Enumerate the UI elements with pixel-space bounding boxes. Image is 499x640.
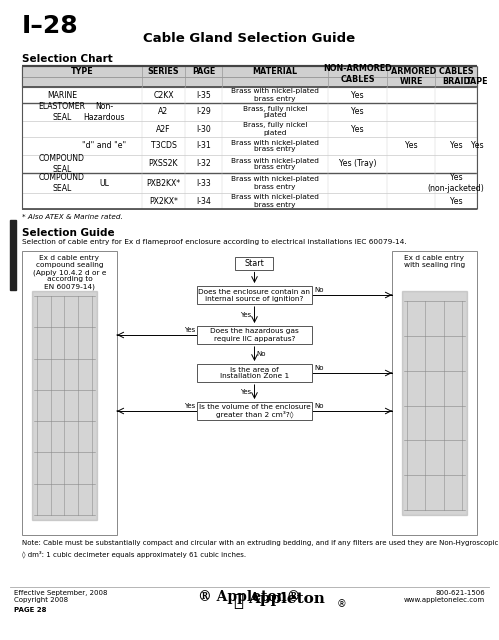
Text: PXSS2K: PXSS2K	[149, 159, 178, 168]
Text: ARMORED CABLES: ARMORED CABLES	[391, 67, 474, 76]
Text: Yes (Tray): Yes (Tray)	[339, 159, 376, 168]
Text: TAPE: TAPE	[466, 77, 488, 86]
Text: Does the enclosure contain an
internal source of ignition?: Does the enclosure contain an internal s…	[199, 289, 310, 301]
Text: Selection Guide: Selection Guide	[22, 228, 115, 238]
Text: Does the hazardous gas
require IIC apparatus?: Does the hazardous gas require IIC appar…	[210, 328, 299, 342]
Text: MARINE: MARINE	[47, 90, 77, 99]
Text: Yes: Yes	[471, 141, 484, 150]
Text: I-29: I-29	[196, 108, 211, 116]
Text: Is the area of
Installation Zone 1: Is the area of Installation Zone 1	[220, 367, 289, 380]
Text: PAGE: PAGE	[192, 67, 215, 76]
Text: "d" and "e": "d" and "e"	[82, 141, 126, 150]
Text: COMPOUND
SEAL: COMPOUND SEAL	[39, 154, 85, 173]
Text: 800-621-1506
www.appletonelec.com: 800-621-1506 www.appletonelec.com	[404, 590, 485, 603]
Text: Yes: Yes	[450, 196, 462, 205]
Text: ®: ®	[337, 599, 347, 609]
Text: I–28: I–28	[22, 14, 79, 38]
Bar	[22, 251, 117, 535]
Text: I-34: I-34	[196, 196, 211, 205]
Text: WIRE: WIRE	[399, 77, 423, 86]
Bar	[32, 291, 97, 520]
Text: A2F: A2F	[156, 125, 171, 134]
Text: Cable Gland Selection Guide: Cable Gland Selection Guide	[143, 32, 355, 45]
Text: Yes: Yes	[240, 389, 251, 395]
Text: Ex d cable entry
with sealing ring: Ex d cable entry with sealing ring	[404, 255, 465, 268]
Text: Brass with nickel-plated
brass entry: Brass with nickel-plated brass entry	[231, 195, 319, 207]
Text: No: No	[314, 287, 323, 293]
Bar	[197, 402, 312, 420]
Text: Ⓐ: Ⓐ	[233, 592, 243, 610]
Text: ELASTOMER
SEAL: ELASTOMER SEAL	[38, 102, 85, 122]
Text: PAGE 28: PAGE 28	[14, 607, 46, 613]
Text: No: No	[314, 365, 323, 371]
Text: Yes: Yes	[405, 141, 417, 150]
Bar	[10, 220, 16, 290]
Text: C2KX: C2KX	[153, 90, 174, 99]
Text: Yes: Yes	[184, 403, 195, 409]
Text: PXB2KX*: PXB2KX*	[146, 179, 181, 188]
Text: Appleton: Appleton	[248, 592, 325, 606]
Text: NON-ARMORED
CABLES: NON-ARMORED CABLES	[323, 64, 392, 84]
Text: I-31: I-31	[196, 141, 211, 150]
Text: Brass with nickel-plated
brass entry: Brass with nickel-plated brass entry	[231, 140, 319, 152]
Text: I-32: I-32	[196, 159, 211, 168]
Text: Yes: Yes	[351, 108, 364, 116]
Text: No: No	[314, 403, 323, 409]
Text: Ex d cable entry
compound sealing
(Apply 10.4.2 d or e
according to
EN 60079-14): Ex d cable entry compound sealing (Apply…	[33, 255, 106, 290]
Text: Selection Chart: Selection Chart	[22, 54, 113, 64]
Text: Brass with nickel-plated
brass entry: Brass with nickel-plated brass entry	[231, 88, 319, 102]
Text: TYPE: TYPE	[71, 67, 93, 76]
Text: Brass, fully nickel
plated: Brass, fully nickel plated	[243, 106, 307, 118]
Text: * Also ATEX & Marine rated.: * Also ATEX & Marine rated.	[22, 214, 123, 220]
Text: A2: A2	[159, 108, 169, 116]
Text: MATERIAL: MATERIAL	[252, 67, 297, 76]
Bar	[197, 364, 312, 382]
Text: T3CDS: T3CDS	[151, 141, 177, 150]
Text: Effective September, 2008
Copyright 2008: Effective September, 2008 Copyright 2008	[14, 590, 107, 603]
Text: Yes: Yes	[240, 312, 251, 318]
Text: Yes: Yes	[450, 141, 462, 150]
Text: Start: Start	[245, 259, 264, 268]
Text: I-35: I-35	[196, 90, 211, 99]
Text: Yes: Yes	[184, 327, 195, 333]
Text: Note: Cable must be substantially compact and circular with an extruding bedding: Note: Cable must be substantially compac…	[22, 540, 499, 546]
Bar	[22, 66, 477, 87]
Bar	[392, 251, 477, 535]
Bar	[402, 291, 467, 515]
Text: SERIES: SERIES	[148, 67, 179, 76]
Text: ® Appleton®: ® Appleton®	[198, 590, 300, 604]
Bar	[197, 286, 312, 304]
Text: UL: UL	[99, 179, 109, 188]
Text: Is the volume of the enclosure
greater than 2 cm³?◊: Is the volume of the enclosure greater t…	[199, 404, 310, 419]
Text: Brass, fully nickel
plated: Brass, fully nickel plated	[243, 122, 307, 136]
Text: ◊ dm³: 1 cubic decimeter equals approximately 61 cubic inches.: ◊ dm³: 1 cubic decimeter equals approxim…	[22, 550, 246, 557]
Text: Brass with nickel-plated
brass entry: Brass with nickel-plated brass entry	[231, 157, 319, 170]
Text: Yes: Yes	[351, 90, 364, 99]
Text: Selection of cable entry for Ex d flameproof enclosure according to electrical i: Selection of cable entry for Ex d flamep…	[22, 239, 407, 245]
Text: I-30: I-30	[196, 125, 211, 134]
Text: Yes
(non-jacketed): Yes (non-jacketed)	[428, 173, 485, 193]
Text: Non-
Hazardous: Non- Hazardous	[83, 102, 125, 122]
Text: Yes: Yes	[351, 125, 364, 134]
Bar	[197, 326, 312, 344]
Text: COMPOUND
SEAL: COMPOUND SEAL	[39, 173, 85, 193]
Text: PX2KX*: PX2KX*	[149, 196, 178, 205]
Bar	[236, 257, 273, 269]
Text: Brass with nickel-plated
brass entry: Brass with nickel-plated brass entry	[231, 177, 319, 189]
Text: No: No	[256, 351, 266, 357]
Text: BRAID: BRAID	[442, 77, 470, 86]
Text: I-33: I-33	[196, 179, 211, 188]
